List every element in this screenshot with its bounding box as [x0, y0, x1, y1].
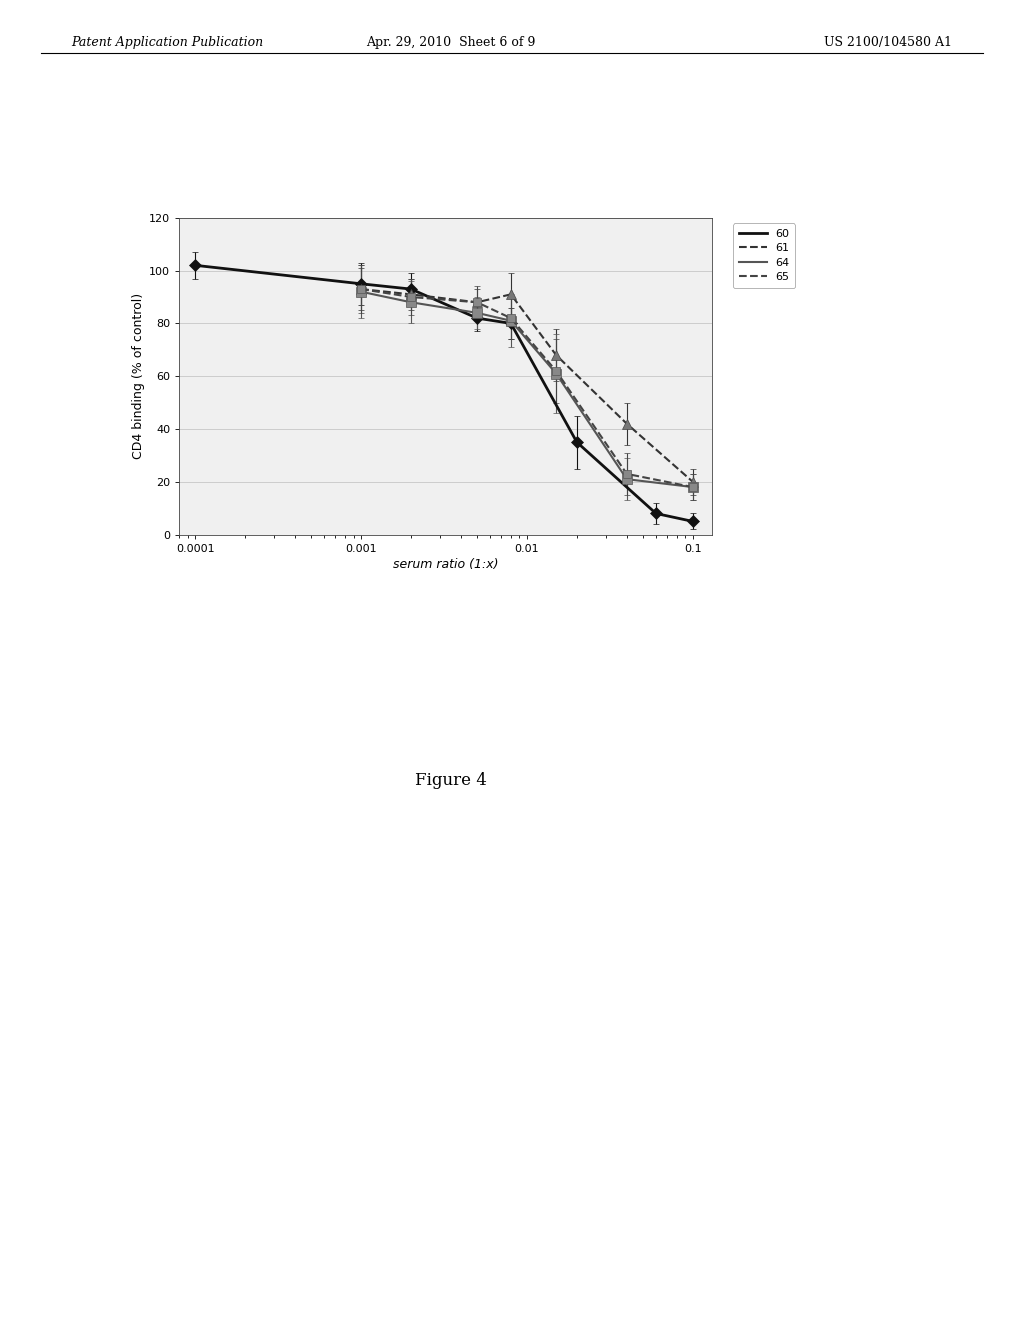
Y-axis label: CD4 binding (% of control): CD4 binding (% of control) [132, 293, 144, 459]
Text: Figure 4: Figure 4 [415, 772, 486, 789]
Text: US 2100/104580 A1: US 2100/104580 A1 [824, 36, 952, 49]
X-axis label: serum ratio (1:x): serum ratio (1:x) [392, 558, 499, 570]
Text: Patent Application Publication: Patent Application Publication [72, 36, 264, 49]
Text: Apr. 29, 2010  Sheet 6 of 9: Apr. 29, 2010 Sheet 6 of 9 [366, 36, 536, 49]
Legend: 60, 61, 64, 65: 60, 61, 64, 65 [733, 223, 795, 288]
